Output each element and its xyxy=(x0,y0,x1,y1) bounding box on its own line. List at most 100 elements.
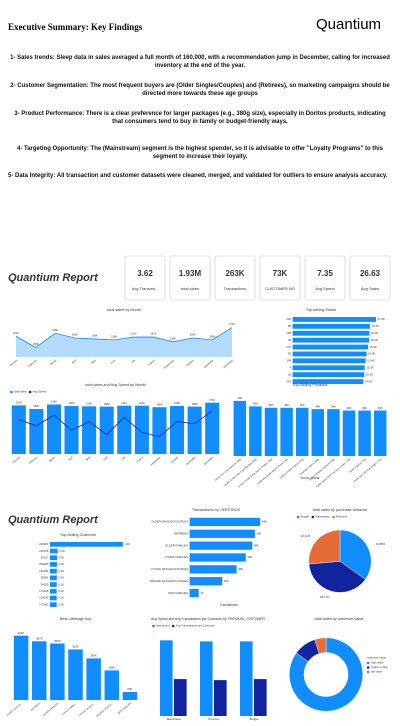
data-label: 160K xyxy=(69,401,75,405)
finding: 4- Targeting Opportunity: The (Mainstrea… xyxy=(17,146,383,160)
data-label: 7K xyxy=(200,591,204,595)
y-tick-label: MIDAGE SINGLES/COUPLES xyxy=(150,579,188,583)
y-tick-label: 230078 xyxy=(39,549,49,553)
data-label: 16.3K xyxy=(371,324,378,328)
x-tick-label: June xyxy=(102,455,109,462)
slice xyxy=(308,561,366,593)
data-label: 162K xyxy=(16,401,22,405)
chart-title: total sales and Avg Spend by Month xyxy=(85,383,146,387)
bar xyxy=(50,548,58,554)
data-label: 162K xyxy=(13,331,19,335)
bar xyxy=(99,406,114,454)
dashboard-title: Quantium Report xyxy=(8,514,99,526)
y-tick-label: YOUNG FAMILIES xyxy=(164,555,188,559)
bar xyxy=(117,405,132,454)
data-label: 161K xyxy=(131,332,137,336)
legend-label: low value xyxy=(371,670,382,674)
bar xyxy=(86,658,101,700)
brand: Quantium xyxy=(316,16,382,33)
bar xyxy=(189,517,261,527)
x-tick-label: November xyxy=(203,358,215,369)
x-tick-label: RETIREES xyxy=(30,702,41,712)
x-tick-label: YOUNG FAMILI... xyxy=(61,702,78,717)
bar xyxy=(187,406,202,454)
bar xyxy=(292,323,370,329)
bar xyxy=(292,372,365,378)
bar xyxy=(189,553,246,562)
y-tick-label: 203 xyxy=(286,379,291,383)
legend-swatch xyxy=(171,624,175,628)
y-tick-label: 124249 xyxy=(39,596,49,600)
data-label: 43K xyxy=(247,555,252,559)
bar xyxy=(160,640,173,716)
x-axis-label: PROD_NAME xyxy=(300,476,319,480)
bar xyxy=(189,565,237,574)
area xyxy=(16,327,232,357)
x-tick-label: November xyxy=(185,455,197,466)
data-label: 156K xyxy=(156,402,162,406)
bar xyxy=(189,541,253,550)
chart-title: Transactions by LIFESTAGE xyxy=(192,508,241,512)
y-tick-label: 175009 xyxy=(39,602,49,606)
data-label: 160K xyxy=(190,333,196,337)
bar xyxy=(254,679,267,716)
legend-swatch xyxy=(28,390,32,394)
data-label: 158K xyxy=(111,335,117,339)
y-tick-label: 40 xyxy=(288,338,292,342)
x-tick-label: February xyxy=(27,358,38,368)
kpi-value: 73K xyxy=(273,269,288,278)
bar xyxy=(292,344,369,350)
x-tick-label: September xyxy=(149,455,161,466)
legend-label: Budget xyxy=(301,515,310,519)
y-tick-label: 165 xyxy=(286,331,291,335)
legend-swatch xyxy=(366,670,370,674)
data-label: 25K xyxy=(224,579,229,583)
bar xyxy=(68,649,83,700)
bar xyxy=(122,692,138,700)
kpi-card xyxy=(214,255,256,301)
legend-label: Avg Transactions per Customer xyxy=(176,624,215,628)
data-label: 0.1K xyxy=(58,582,64,586)
x-axis-label: Transactions xyxy=(220,603,239,607)
chart-title: total sales by purchase behavior xyxy=(313,508,368,512)
x-tick-label: Mainstream xyxy=(167,717,182,721)
bar xyxy=(240,641,253,716)
bar xyxy=(373,410,387,456)
bar xyxy=(292,330,370,336)
finding: 5- Data Integrity: All transaction and c… xyxy=(8,173,388,179)
data-label: 15.1K xyxy=(366,372,373,376)
legend-swatch xyxy=(152,624,155,628)
y-tick-label: 162039 xyxy=(39,569,49,573)
bar xyxy=(342,410,356,456)
data-label: 171K xyxy=(209,398,215,402)
y-tick-label: 58 xyxy=(288,352,292,356)
chart-title: Top-Selling Customer xyxy=(60,533,97,537)
y-tick-label: 58361 xyxy=(41,576,49,580)
data-label: 33K xyxy=(362,406,367,410)
data-label: 0.1K xyxy=(58,596,64,600)
data-label: 35K xyxy=(300,403,305,407)
data-label: 0.1K xyxy=(58,562,64,566)
bar xyxy=(292,337,369,343)
data-label: 17.6K xyxy=(378,317,385,321)
data-label: 159K xyxy=(86,401,92,405)
chart-title: total sales by Month xyxy=(107,308,141,312)
legend-swatch xyxy=(296,515,300,519)
bar xyxy=(292,379,364,384)
data-label: 35K xyxy=(269,403,274,407)
bar xyxy=(50,582,57,587)
bar xyxy=(50,595,57,601)
data-label: 15.4K xyxy=(367,359,374,363)
bar xyxy=(46,404,61,454)
legend-label: total sales xyxy=(14,390,27,394)
data-label: 34K xyxy=(331,404,336,408)
data-label: 36K xyxy=(238,567,243,571)
data-label: 16.2K xyxy=(371,331,378,335)
data-label: 260K xyxy=(90,654,97,658)
kpi-card xyxy=(169,255,211,301)
data-label: 1.3K xyxy=(124,542,130,546)
kpi-card xyxy=(124,255,166,301)
data-label: 158K xyxy=(192,402,198,406)
data-label: 15.6K xyxy=(368,352,375,356)
